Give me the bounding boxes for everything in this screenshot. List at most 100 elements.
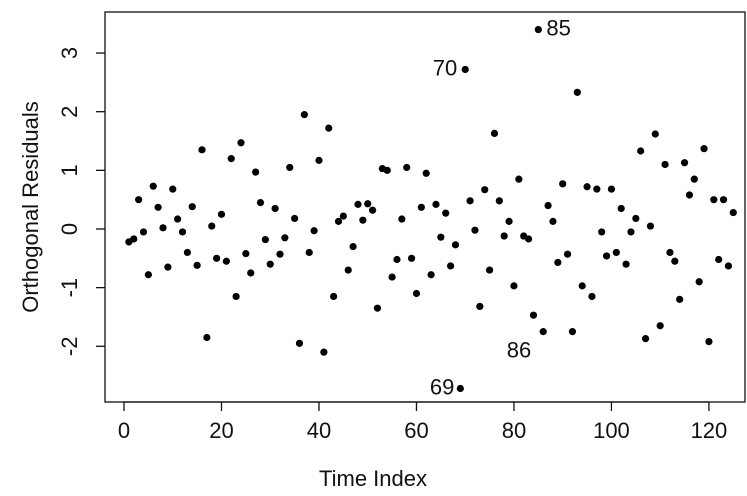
point-annotation: 85 (546, 15, 570, 40)
x-tick-label: 100 (593, 418, 630, 443)
y-tick-label: -2 (57, 337, 82, 357)
point (685, 191, 694, 199)
point (232, 292, 240, 301)
point (466, 197, 474, 205)
point (427, 271, 435, 279)
point (593, 185, 601, 193)
point (710, 196, 718, 204)
x-tick-label: 40 (307, 418, 331, 443)
point (602, 252, 611, 260)
point (276, 250, 284, 258)
y-tick-label: -1 (57, 278, 82, 298)
point (719, 196, 728, 204)
point (568, 328, 577, 336)
point (388, 273, 396, 281)
point (252, 168, 260, 176)
point (705, 337, 713, 346)
point (627, 228, 635, 236)
point (641, 335, 650, 343)
point (671, 257, 679, 265)
point (490, 129, 499, 137)
point (286, 163, 294, 172)
point (451, 241, 460, 249)
point (617, 204, 625, 213)
point (178, 228, 187, 236)
point (208, 222, 216, 230)
point (320, 348, 328, 356)
point (481, 186, 489, 194)
point (485, 266, 494, 274)
point (164, 263, 172, 271)
point (700, 145, 708, 153)
y-axis-label: Orthogonal Residuals (18, 101, 43, 313)
point (227, 155, 235, 163)
point (646, 222, 655, 230)
point (135, 196, 143, 204)
plot-frame (104, 11, 746, 403)
point (529, 311, 538, 319)
x-tick-label: 80 (502, 418, 526, 443)
point (222, 257, 230, 265)
point (281, 234, 289, 242)
point (354, 200, 362, 208)
point (193, 261, 201, 269)
point (183, 248, 191, 257)
point (310, 227, 318, 235)
point (515, 175, 523, 183)
point (417, 203, 425, 211)
point (446, 262, 455, 270)
point (188, 203, 196, 211)
point (174, 215, 182, 223)
x-tick-label: 120 (691, 418, 728, 443)
y-tick-label: 3 (57, 47, 82, 59)
point (144, 271, 152, 279)
point (407, 254, 416, 262)
point (588, 292, 596, 301)
point (549, 217, 557, 225)
point (349, 242, 357, 251)
point (612, 248, 620, 257)
point (315, 156, 323, 164)
point (159, 224, 167, 232)
point (266, 260, 274, 268)
point-annotation: 69 (430, 374, 454, 399)
point (690, 175, 698, 183)
point (510, 282, 518, 290)
point (505, 217, 513, 225)
x-tick-label: 0 (118, 418, 130, 443)
point (139, 228, 148, 236)
point (339, 212, 347, 220)
point (715, 255, 723, 264)
point (149, 182, 157, 190)
point (666, 248, 674, 257)
point (291, 214, 299, 223)
y-tick-label: 1 (57, 164, 82, 176)
point (398, 215, 406, 223)
point (217, 210, 226, 218)
point (676, 295, 684, 303)
point (661, 160, 669, 169)
point (256, 199, 265, 207)
point (583, 183, 591, 191)
point (300, 111, 308, 119)
point (476, 302, 484, 311)
point (695, 278, 703, 286)
point (359, 216, 367, 224)
point-annotation: 70 (433, 55, 457, 80)
x-tick-label: 60 (404, 418, 428, 443)
point (559, 180, 567, 188)
point (554, 258, 562, 267)
point (729, 208, 737, 217)
point (422, 169, 430, 177)
x-axis-label: Time Index (319, 466, 427, 491)
point (330, 292, 338, 301)
point-annotation: 86 (507, 337, 531, 362)
point (622, 260, 630, 268)
point (403, 163, 411, 172)
y-tick-label: 2 (57, 106, 82, 118)
point (344, 266, 352, 274)
point (632, 214, 640, 223)
point (369, 206, 377, 214)
